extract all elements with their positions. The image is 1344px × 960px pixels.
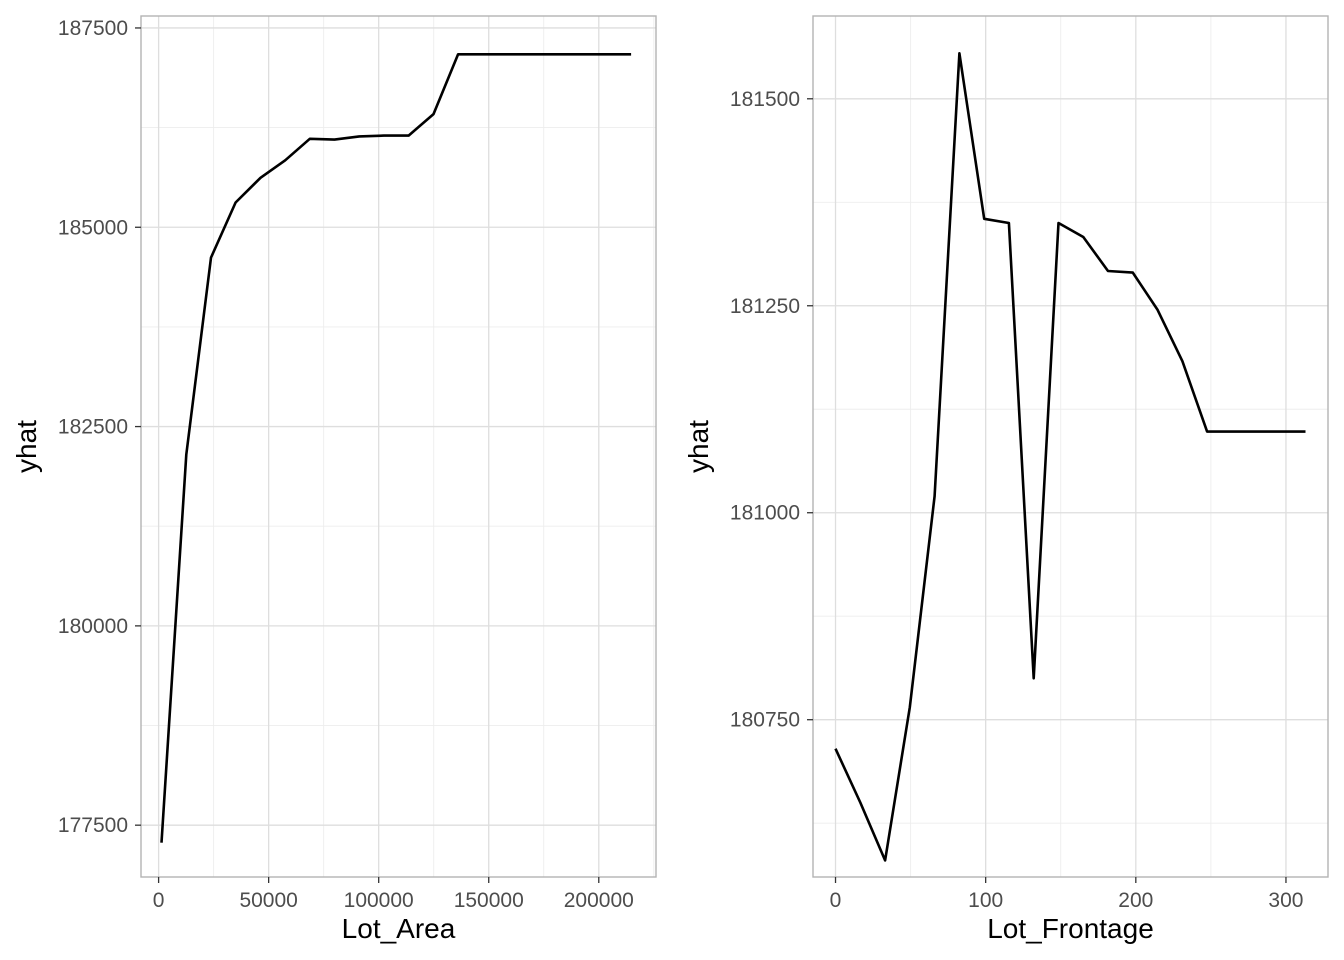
lot-area-y-tick-label: 187500 bbox=[58, 17, 128, 40]
lot-frontage-x-tick-label: 100 bbox=[968, 889, 1003, 912]
lot-area-y-tick-label: 182500 bbox=[58, 416, 128, 439]
lot-frontage-y-tick-label: 180750 bbox=[730, 709, 800, 732]
lot-area-panel-border bbox=[140, 15, 657, 878]
lot-frontage-y-axis-title: yhat bbox=[683, 420, 714, 473]
lot-area-y-tick-label: 180000 bbox=[58, 615, 128, 638]
lot-frontage-x-tick-label: 0 bbox=[830, 889, 842, 912]
lot-area-x-tick-label: 150000 bbox=[454, 889, 524, 912]
lot-area-x-tick-label: 0 bbox=[153, 889, 165, 912]
lot-frontage-x-tick-label: 300 bbox=[1268, 889, 1303, 912]
lot-frontage-panel-border bbox=[812, 15, 1329, 878]
lot-frontage-y-tick-label: 181000 bbox=[730, 502, 800, 525]
lot-area-x-axis-title: Lot_Area bbox=[342, 913, 456, 944]
lot-area-y-axis-title: yhat bbox=[11, 420, 42, 473]
lot-frontage-panel: 0 100 200 300 180750 181000 181250 181500 Lot_Fr… bbox=[683, 15, 1329, 944]
lot-frontage-x-tick-label: 200 bbox=[1118, 889, 1153, 912]
lot-frontage-x-axis-title: Lot_Frontage bbox=[987, 913, 1154, 944]
lot-area-x-tick-label: 200000 bbox=[564, 889, 634, 912]
lot-frontage-series-line bbox=[834, 51, 1306, 862]
lot-area-y-tick-label: 185000 bbox=[58, 216, 128, 239]
lot-area-x-tick-label: 50000 bbox=[239, 889, 297, 912]
lot-area-series-line bbox=[160, 52, 632, 843]
lot-frontage-y-tick-label: 181250 bbox=[730, 295, 800, 318]
lot-area-y-tick-label: 177500 bbox=[58, 814, 128, 837]
lot-area-panel: 0 50000 100000 150000 200000 177500 180000 1825… bbox=[11, 15, 657, 944]
lot-frontage-y-tick-label: 181500 bbox=[730, 88, 800, 111]
lot-area-x-tick-label: 100000 bbox=[344, 889, 414, 912]
